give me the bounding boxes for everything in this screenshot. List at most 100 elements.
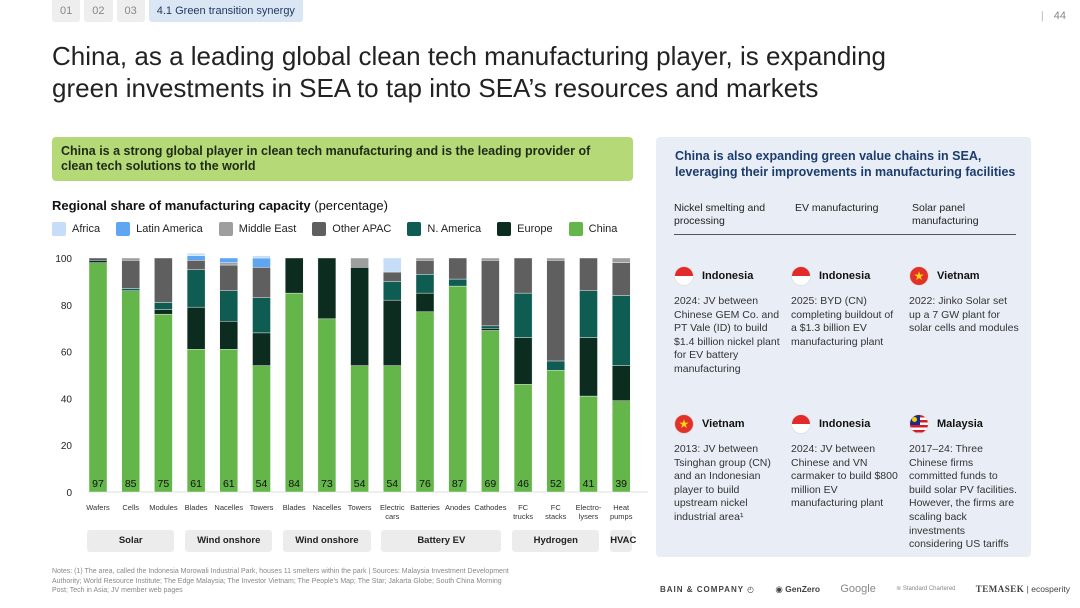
bar-segment-china <box>448 285 467 493</box>
ecosperity-logo-text: | ecosperity <box>1026 584 1070 594</box>
temasek-logo-text: TEMASEK <box>975 584 1025 594</box>
chart-legend: Africa Latin America Middle East Other A… <box>52 222 617 236</box>
entry-description: 2013: JV between Tsinghan group (CN) and… <box>674 443 771 523</box>
bar-segment-other-apac <box>219 264 239 291</box>
entry-country: Indonesia <box>702 270 754 282</box>
entry-country-row: Indonesia <box>791 413 901 435</box>
china-value-label: 75 <box>158 478 170 490</box>
tab-01[interactable]: 01 <box>52 0 81 22</box>
china-value-label: 97 <box>92 478 104 490</box>
vietnam-flag-icon: ★ <box>674 414 694 434</box>
bar-segment-n-america <box>481 325 500 329</box>
bar-segment-other-apac <box>513 257 533 294</box>
tab-02[interactable]: 02 <box>84 0 113 22</box>
bar-segment-n-america <box>121 288 140 291</box>
y-tick-label: 80 <box>61 301 73 312</box>
bar-segment-other-apac <box>448 257 467 280</box>
bar-segment-europe <box>284 257 304 294</box>
entry-description: 2025: BYD (CN) completing buildout of a … <box>791 295 894 348</box>
china-value-label: 41 <box>583 478 595 490</box>
bar-segment-n-america <box>219 290 239 322</box>
stacked-bar-chart: 0 20 40 60 80 100 97 Wafers 85 Cells 75 Modules 61 Bl… <box>55 253 648 521</box>
bar-segment-n-america <box>186 269 206 308</box>
bar-segment-n-america <box>612 295 631 366</box>
bar-segment-middle-east <box>219 262 239 266</box>
china-value-label: 61 <box>190 478 202 490</box>
vietnam-flag-icon: ★ <box>909 266 929 286</box>
bar-segment-china <box>252 365 271 493</box>
bar-segment-other-apac <box>383 271 402 282</box>
bar-segment-europe <box>612 365 631 401</box>
y-tick-label: 100 <box>55 254 72 265</box>
x-tick-label: Blades <box>283 503 306 512</box>
legend-swatch-africa <box>52 222 66 236</box>
y-tick-label: 60 <box>61 348 73 359</box>
legend-item-middle-east: Middle East <box>218 222 296 236</box>
entry-country-row: ★ Vietnam <box>909 265 1019 287</box>
bar-segment-n-america <box>383 281 402 301</box>
group-label: Hydrogen <box>512 530 600 552</box>
column-head-ev: EV manufacturing <box>795 202 879 214</box>
bar-segment-china <box>88 262 108 493</box>
x-tick-label: Electro- <box>576 503 602 512</box>
entry-country: Vietnam <box>702 418 745 430</box>
group-label: Solar <box>87 530 175 552</box>
entry-country: Vietnam <box>937 270 980 282</box>
legend-label-europe: Europe <box>517 223 553 235</box>
legend-swatch-latin-america <box>116 222 131 236</box>
entry-country: Indonesia <box>819 270 871 282</box>
bar-segment-latin-america <box>186 255 206 261</box>
partner-logos: BAIN & COMPANY ◴ ◉ GenZero Google ≋ Stan… <box>660 580 1070 598</box>
indonesia-flag-icon <box>791 414 811 434</box>
china-value-label: 39 <box>615 478 627 490</box>
bar-segment-middle-east <box>350 257 369 268</box>
china-value-label: 76 <box>419 478 431 490</box>
china-value-label: 85 <box>125 478 137 490</box>
x-tick-label: Electric <box>380 503 405 512</box>
bar-segment-n-america <box>252 297 271 334</box>
entry-country: Indonesia <box>819 418 871 430</box>
bar-segment-n-america <box>415 274 435 294</box>
y-tick-label: 40 <box>61 394 73 405</box>
bar-segment-n-america <box>154 302 173 310</box>
chart-title-bold: Regional share of manufacturing capacity <box>52 198 311 213</box>
page-title: China, as a leading global clean tech ma… <box>52 41 886 103</box>
technology-group-labels: Solar Wind onshore Wind onshore Battery EV H… <box>87 530 644 552</box>
bar-segment-middle-east <box>546 257 565 261</box>
bain-logo: BAIN & COMPANY ◴ <box>660 584 756 594</box>
legend-label-china: China <box>588 223 618 235</box>
bar-segment-other-apac <box>415 260 435 275</box>
bar-segment-china <box>513 384 533 493</box>
x-tick-label: Cathodes <box>474 503 506 512</box>
legend-swatch-n-america <box>407 222 422 236</box>
legend-item-other-apac: Other APAC <box>312 222 391 236</box>
entry-country-row: ★ Vietnam <box>674 413 784 435</box>
temasek-logo: TEMASEK | ecosperity <box>976 584 1070 594</box>
x-tick-label: Cells <box>122 503 139 512</box>
x-tick-label: FC <box>551 503 562 512</box>
x-tick-label: Modules <box>149 503 178 512</box>
x-tick-label: Nacelles <box>313 503 342 512</box>
china-value-label: 54 <box>386 478 398 490</box>
x-tick-label: Heat <box>613 503 630 512</box>
tab-active-section[interactable]: 4.1 Green transition synergy <box>148 0 303 22</box>
bar-segment-china <box>546 370 565 493</box>
tab-03[interactable]: 03 <box>116 0 145 22</box>
x-tick-label: Nacelles <box>214 503 243 512</box>
bar-segment-middle-east <box>415 257 435 261</box>
legend-item-latin-america: Latin America <box>116 222 203 236</box>
x-tick-label: Blades <box>185 503 208 512</box>
china-value-label: 73 <box>321 478 333 490</box>
entry-country: Malaysia <box>937 418 983 430</box>
legend-swatch-other-apac <box>312 222 327 236</box>
bar-segment-n-america <box>513 292 533 338</box>
x-tick-label: stacks <box>545 512 567 521</box>
standard-chartered-logo: ≋ Standard Chartered <box>896 585 956 592</box>
group-label: Battery EV <box>381 530 502 552</box>
entry-ev-2024: Indonesia 2024: JV between Chinese and V… <box>791 413 901 511</box>
legend-label-latin-america: Latin America <box>136 223 203 235</box>
right-panel-title: China is also expanding green value chai… <box>675 149 1016 179</box>
x-tick-label: Towers <box>250 503 274 512</box>
bar-segment-other-apac <box>252 267 271 298</box>
bar-segment-europe <box>383 299 402 366</box>
